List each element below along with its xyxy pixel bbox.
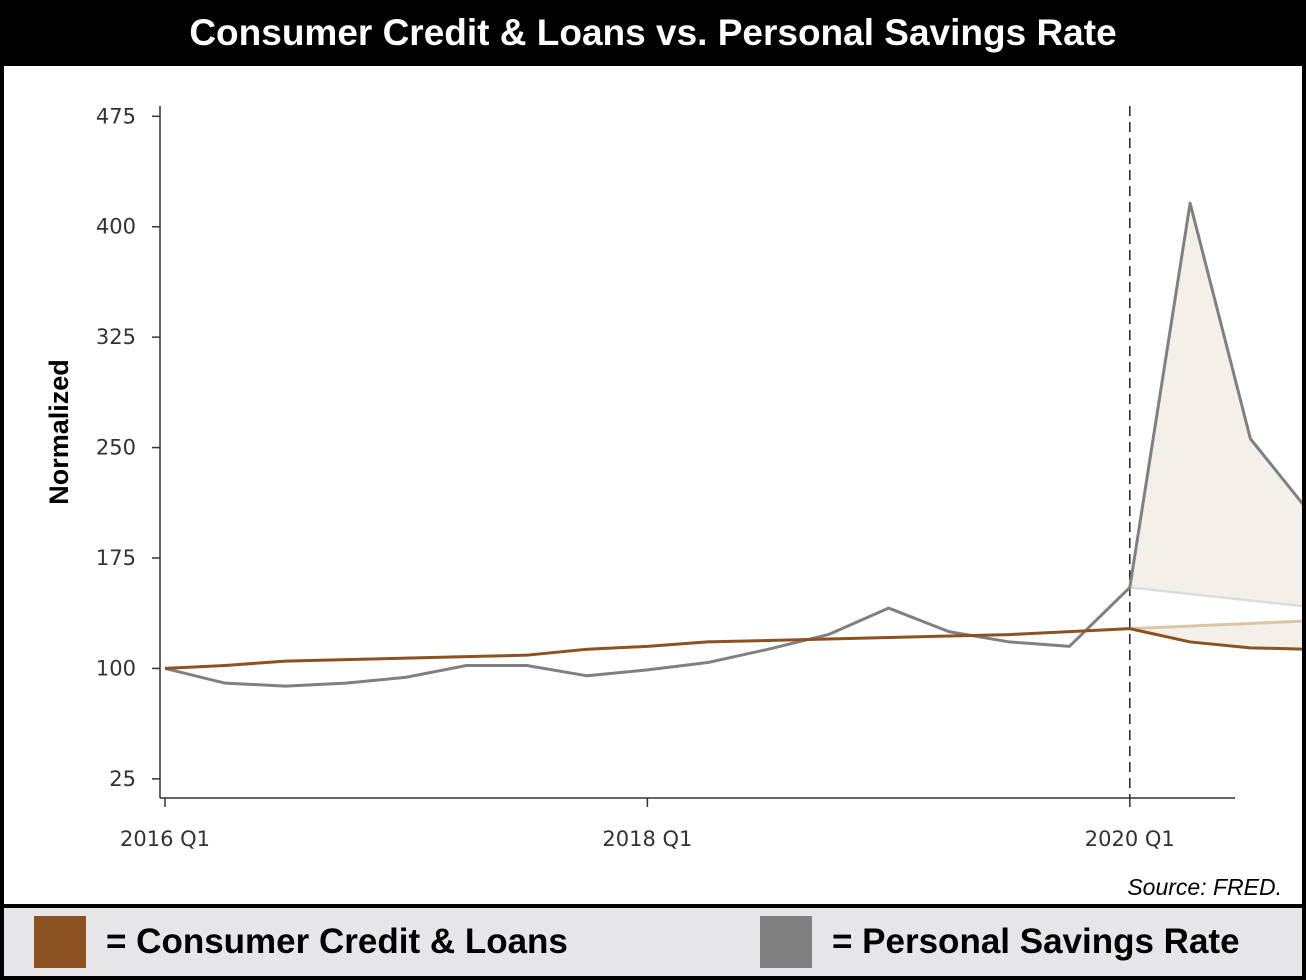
- y-tick-label-475: 475: [96, 104, 136, 128]
- series-line-consumer-credit-loans: [164, 627, 1302, 670]
- y-tick-label-25: 25: [109, 767, 136, 791]
- y-tick-label-325: 325: [96, 325, 136, 349]
- legend-swatch-consumer-credit: [34, 916, 86, 968]
- legend-item-savings-rate: = Personal Savings Rate: [760, 908, 1240, 976]
- y-tick-label-100: 100: [96, 656, 136, 680]
- source-note: Source: FRED.: [1127, 874, 1282, 900]
- y-tick-label-400: 400: [96, 215, 136, 239]
- y-tick-label-250: 250: [96, 436, 136, 460]
- legend-label-savings-rate: = Personal Savings Rate: [832, 922, 1240, 961]
- y-axis-label: Normalized: [44, 359, 74, 505]
- legend: = Consumer Credit & Loans = Personal Sav…: [4, 908, 1302, 976]
- x-tick-label-2016-Q1: 2016 Q1: [120, 827, 210, 851]
- chart-title: Consumer Credit & Loans vs. Personal Sav…: [0, 0, 1306, 66]
- chart-svg: 25 100 175 250 325 400 475 2016 Q1 2018 Q1 2020 Q…: [44, 104, 1302, 851]
- y-tick-label-175: 175: [96, 546, 136, 570]
- x-tick-label-2018-Q1: 2018 Q1: [602, 827, 692, 851]
- legend-swatch-savings-rate: [760, 916, 812, 968]
- legend-label-consumer-credit: = Consumer Credit & Loans: [106, 922, 568, 961]
- savings-gap-area: [1129, 203, 1302, 607]
- legend-item-consumer-credit: = Consumer Credit & Loans: [34, 908, 568, 976]
- x-tick-label-2020-Q1: 2020 Q1: [1085, 827, 1175, 851]
- plot-panel: 25 100 175 250 325 400 475 2016 Q1 2018 Q1 2020 Q…: [4, 66, 1302, 904]
- series-line-personal-savings-rate: [164, 201, 1302, 688]
